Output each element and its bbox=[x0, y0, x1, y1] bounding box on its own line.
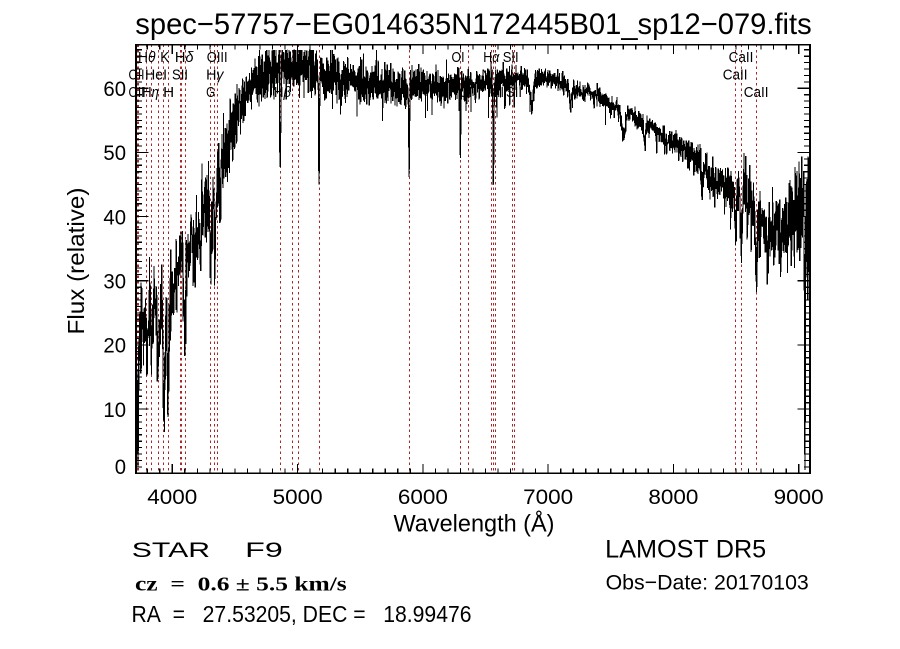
svg-text:NII: NII bbox=[482, 67, 498, 84]
svg-text:Wavelength (Å): Wavelength (Å) bbox=[394, 509, 555, 537]
svg-text:OII: OII bbox=[129, 84, 145, 101]
svg-text:60: 60 bbox=[103, 78, 126, 101]
svg-text:LAMOST DR5: LAMOST DR5 bbox=[605, 536, 766, 564]
svg-text:5000: 5000 bbox=[273, 486, 323, 509]
svg-text:40: 40 bbox=[103, 206, 126, 229]
svg-text:cz = 0.6 ± 5.5 km/s: cz = 0.6 ± 5.5 km/s bbox=[135, 574, 347, 596]
svg-text:G: G bbox=[206, 84, 215, 101]
svg-text:CaII: CaII bbox=[729, 49, 754, 66]
svg-text:F9: F9 bbox=[245, 538, 283, 562]
svg-text:4000: 4000 bbox=[147, 486, 197, 509]
svg-text:OI: OI bbox=[452, 49, 465, 66]
svg-text:50: 50 bbox=[103, 142, 126, 165]
svg-text:Hθ: Hθ bbox=[138, 49, 155, 66]
svg-text:K: K bbox=[160, 49, 169, 66]
svg-text:7000: 7000 bbox=[523, 486, 573, 509]
svg-text:OI: OI bbox=[459, 84, 472, 101]
svg-text:10: 10 bbox=[103, 399, 126, 422]
svg-text:Flux (relative): Flux (relative) bbox=[63, 188, 89, 335]
svg-text:20: 20 bbox=[103, 335, 126, 358]
svg-text:Obs−Date: 20170103: Obs−Date: 20170103 bbox=[606, 570, 809, 594]
svg-text:8000: 8000 bbox=[648, 486, 698, 509]
svg-text:6000: 6000 bbox=[398, 486, 448, 509]
svg-text:SII: SII bbox=[503, 49, 519, 66]
svg-text:H: H bbox=[163, 84, 174, 101]
svg-text:9000: 9000 bbox=[774, 486, 824, 509]
svg-text:CaII: CaII bbox=[744, 84, 769, 101]
svg-text:HeI: HeI bbox=[145, 67, 167, 84]
svg-text:spec−57757−EG014635N172445B01_: spec−57757−EG014635N172445B01_sp12−079.f… bbox=[135, 8, 811, 41]
svg-text:STAR: STAR bbox=[132, 538, 210, 562]
svg-text:30: 30 bbox=[103, 270, 126, 293]
svg-text:Hδ: Hδ bbox=[175, 49, 194, 66]
svg-text:Hη: Hη bbox=[142, 84, 159, 101]
svg-text:SII: SII bbox=[172, 67, 188, 84]
svg-text:0: 0 bbox=[115, 456, 126, 479]
svg-text:RA = 27.53205, DEC = 18.9: RA = 27.53205, DEC = 18.99476 bbox=[132, 601, 472, 627]
svg-text:Hβ: Hβ bbox=[274, 84, 291, 101]
svg-text:OIII: OIII bbox=[207, 49, 228, 66]
svg-text:CaII: CaII bbox=[723, 67, 748, 84]
svg-text:SII: SII bbox=[506, 84, 522, 101]
svg-text:Hα: Hα bbox=[483, 49, 499, 66]
svg-text:Hγ: Hγ bbox=[206, 67, 225, 84]
svg-text:OII: OII bbox=[129, 67, 145, 84]
svg-text:NII: NII bbox=[488, 84, 504, 101]
